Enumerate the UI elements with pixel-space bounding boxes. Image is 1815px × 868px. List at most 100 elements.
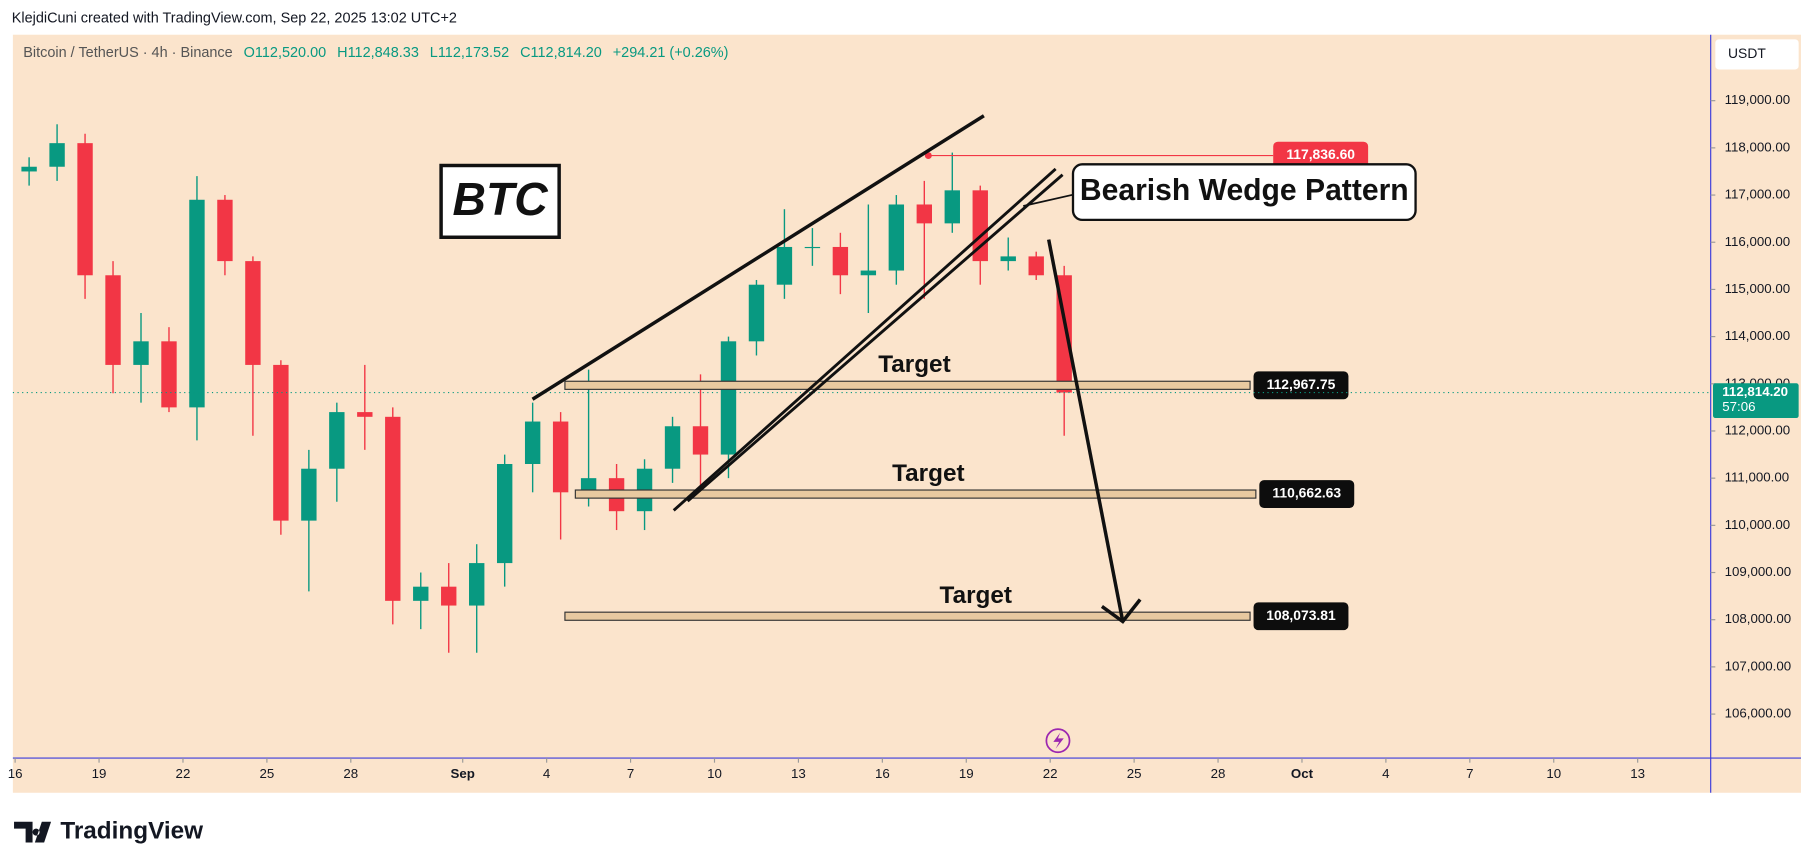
y-tick-label: 112,000.00: [1725, 422, 1791, 437]
candle-body: [916, 204, 933, 224]
x-tick-label: 7: [627, 766, 634, 781]
level-label: 110,662.63: [1272, 485, 1341, 501]
symbol-header: Bitcoin / TetherUS · 4h · Binance O112,5…: [23, 45, 728, 61]
ticker-box: [439, 163, 561, 239]
target-label: Target: [878, 351, 950, 378]
candle-body: [245, 261, 261, 365]
candle-body: [748, 284, 765, 342]
candle-body: [413, 586, 429, 601]
candle-body: [860, 270, 877, 276]
high-marker-dot: [924, 152, 932, 160]
level-tag: [1253, 602, 1349, 631]
x-tick-label: 10: [1546, 766, 1561, 781]
currency-box[interactable]: [1715, 39, 1799, 70]
level-label: 108,073.81: [1266, 607, 1336, 623]
target-label: Target: [892, 460, 964, 487]
y-tick-label: 114,000.00: [1725, 328, 1791, 343]
target-zone: [564, 380, 1251, 390]
ohlc-low: L112,173.52: [430, 45, 509, 61]
lightning-icon[interactable]: [1045, 728, 1071, 754]
x-tick-label: 22: [1043, 766, 1058, 781]
candle-body: [161, 341, 177, 408]
currency: USDT: [1728, 45, 1766, 61]
chart-background: [12, 34, 1801, 793]
last-price-tag: [1713, 383, 1799, 419]
wedge-lower-line: [686, 173, 1064, 503]
candle-body: [217, 199, 233, 262]
candle-body: [49, 143, 65, 167]
x-tick-label: 10: [707, 766, 722, 781]
symbol: Bitcoin / TetherUS · 4h · Binance: [23, 45, 232, 61]
candle-body: [1000, 256, 1016, 262]
x-tick-label: Oct: [1291, 766, 1314, 781]
candle-body: [469, 563, 485, 606]
x-tick-label: 16: [8, 766, 23, 781]
candle-body: [21, 166, 37, 172]
x-tick-label: 25: [1127, 766, 1142, 781]
x-tick-label: 13: [1630, 766, 1645, 781]
candle-body: [580, 478, 597, 493]
y-tick-label: 115,000.00: [1725, 281, 1791, 296]
target-zone: [564, 611, 1251, 621]
y-tick-label: 106,000.00: [1725, 706, 1792, 721]
wedge-lower-line: [672, 167, 1057, 512]
brand-name: TradingView: [60, 818, 203, 845]
ohlc-high: H112,848.33: [337, 45, 419, 61]
ohlc-close: C112,814.20: [520, 45, 602, 61]
y-tick-label: 108,000.00: [1725, 611, 1792, 626]
callout-box: [1071, 163, 1417, 222]
credit: KlejdiCuni created with TradingView.com,…: [12, 10, 457, 26]
x-tick-label: 16: [875, 766, 890, 781]
candle-body: [888, 204, 905, 271]
y-tick-label: 111,000.00: [1725, 470, 1790, 485]
candle-body: [301, 468, 317, 521]
candle-body: [357, 412, 373, 417]
wedge-upper-line: [531, 114, 985, 401]
candle-body: [329, 412, 345, 469]
candle-body: [524, 421, 541, 465]
x-tick-label: 4: [543, 766, 550, 781]
y-tick-label: 117,000.00: [1725, 187, 1791, 202]
lightning-glyph: [1053, 732, 1064, 749]
x-tick-label: 4: [1382, 766, 1389, 781]
level-tag: [1259, 480, 1355, 508]
target-label: Target: [940, 582, 1012, 609]
ticker-label: BTC: [453, 173, 549, 225]
candle-body: [273, 364, 289, 521]
ohlc-open: O112,520.00: [244, 45, 327, 61]
x-tick-label: 19: [959, 766, 974, 781]
candle-body: [664, 426, 681, 469]
candle-body: [441, 586, 457, 606]
candle-body: [189, 199, 205, 408]
high-marker-tag: [1273, 141, 1369, 170]
candle-body: [385, 416, 401, 601]
candle-body: [776, 246, 793, 285]
x-tick-label: 22: [176, 766, 191, 781]
candle-body: [720, 341, 737, 455]
high-marker-label: 117,836.60: [1286, 146, 1355, 162]
candle-body: [944, 190, 960, 224]
y-tick-label: 107,000.00: [1725, 658, 1792, 673]
target-zone: [574, 489, 1257, 499]
x-tick-label: 25: [259, 766, 274, 781]
candle-body: [832, 246, 849, 276]
last-price-label: 112,814.20: [1722, 384, 1788, 399]
y-tick-label: 119,000.00: [1725, 92, 1791, 107]
x-tick-label: 28: [1211, 766, 1226, 781]
candle-body: [133, 341, 149, 365]
x-tick-label: 7: [1466, 766, 1473, 781]
x-tick-label: 13: [791, 766, 806, 781]
candle-body: [552, 421, 569, 493]
y-tick-label: 118,000.00: [1725, 139, 1791, 154]
x-tick-label: Sep: [451, 766, 475, 781]
pattern-label: Bearish Wedge Pattern: [1080, 174, 1409, 207]
countdown: 57:06: [1722, 399, 1755, 414]
plot: 106,000.00 107,000.00 108,000.00 109,000.00…: [8, 92, 1799, 781]
x-tick-label: 19: [92, 766, 107, 781]
level-label: 112,967.75: [1267, 376, 1336, 392]
candle-body: [1028, 256, 1044, 276]
candle-body: [496, 464, 513, 564]
projection-arrow: [1046, 239, 1125, 622]
brand-logo: [14, 821, 52, 843]
